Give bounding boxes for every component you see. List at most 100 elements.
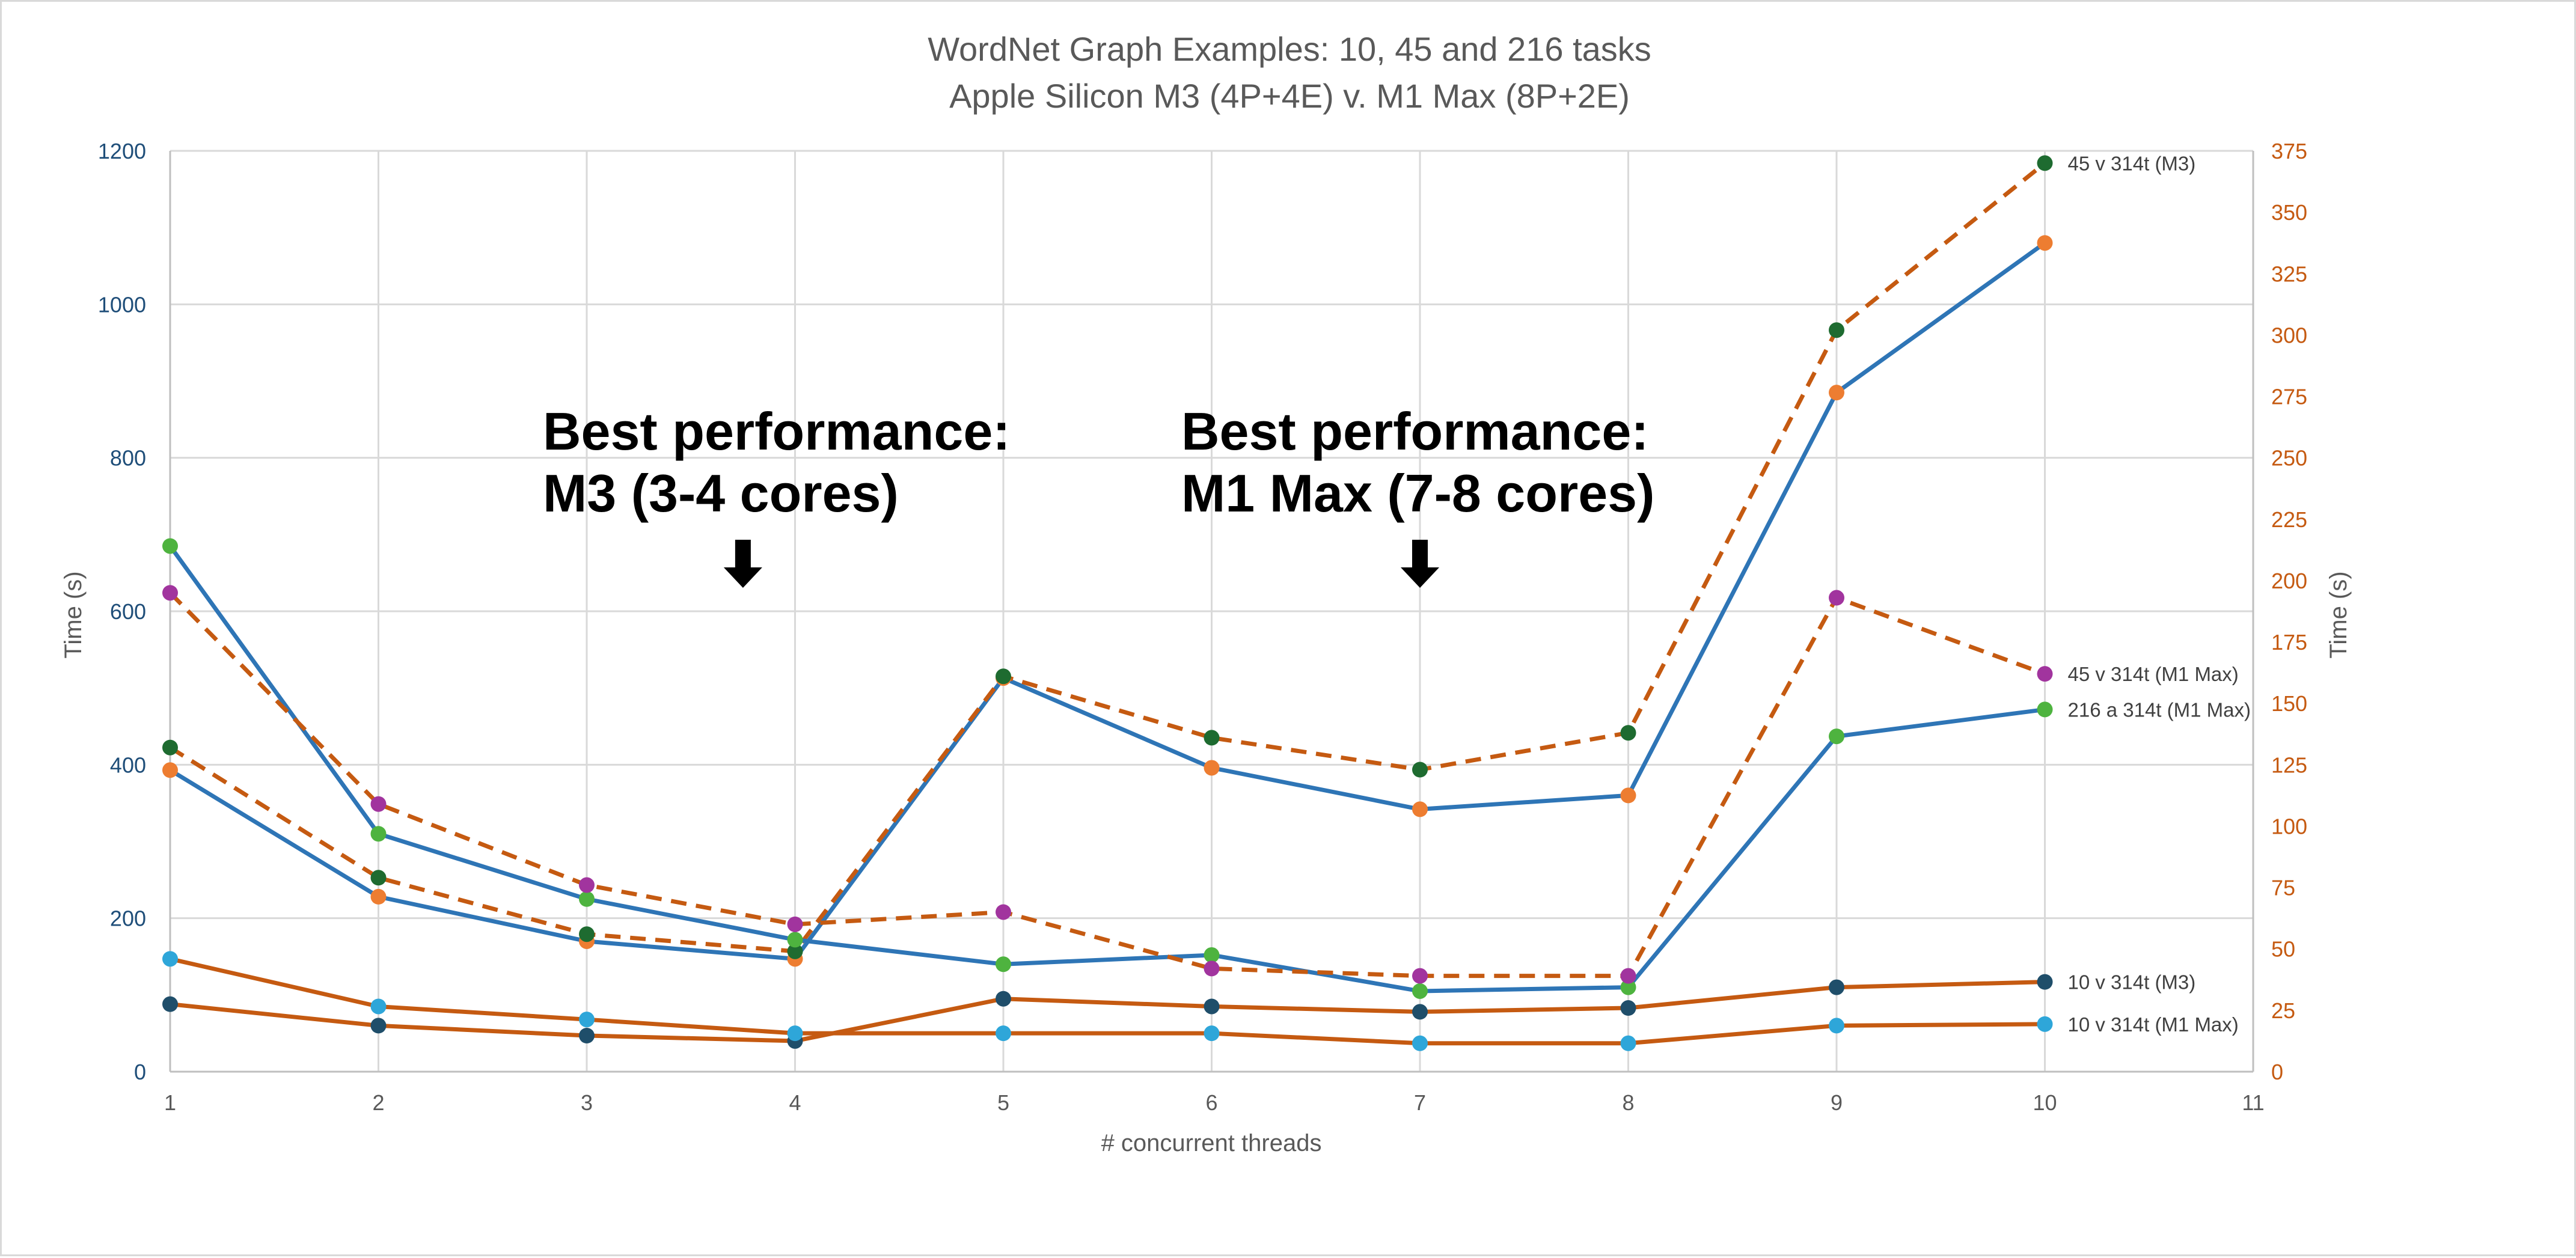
series-line-0	[169, 241, 2046, 961]
tick-labels: 1 2 3 4 5 6 7 8 9 10 11 0 200 400 600 800 1000 1200 0 25 50 7…	[98, 139, 2307, 1115]
x-tick-label: 7	[1414, 1090, 1426, 1115]
x-tick-label: 3	[581, 1090, 593, 1115]
data-point-4	[1829, 979, 1844, 995]
x-tick-label: 1	[164, 1090, 176, 1115]
y-right-tick-label: 50	[2271, 937, 2295, 962]
series-line-3	[168, 591, 2046, 979]
data-point-0	[1204, 760, 1220, 776]
series-label: 216 a 314t (M1 Max)	[2068, 698, 2251, 721]
data-point-2	[1204, 947, 1220, 963]
y-axis-right-title: Time (s)	[2325, 571, 2352, 658]
y-right-tick-label: 300	[2271, 323, 2307, 347]
series-label: 10 v 314t (M1 Max)	[2068, 1013, 2239, 1036]
data-point-0	[1412, 801, 1428, 817]
data-point-4	[1412, 1004, 1428, 1020]
data-point-4	[2037, 974, 2053, 990]
data-point-4	[996, 991, 1011, 1007]
y-right-tick-label: 175	[2271, 630, 2307, 655]
data-point-1	[1204, 730, 1220, 746]
series-line-4	[170, 980, 2045, 1043]
x-tick-label: 5	[997, 1090, 1009, 1115]
y-right-tick-label: 150	[2271, 691, 2307, 716]
data-point-5	[996, 1025, 1011, 1042]
down-arrow-icon	[1401, 540, 1439, 588]
x-tick-label: 4	[789, 1090, 801, 1115]
annotations: Best performance:M3 (3-4 cores)Best perf…	[543, 402, 1654, 588]
data-point-0	[1620, 787, 1636, 804]
y-left-tick-label: 400	[110, 753, 146, 777]
x-tick-label: 9	[1831, 1090, 1843, 1115]
data-point-1	[370, 870, 387, 886]
gridlines	[169, 150, 2254, 1073]
data-point-4	[162, 996, 178, 1012]
data-point-0	[2037, 235, 2053, 251]
data-point-2	[1829, 728, 1844, 745]
data-point-3	[2037, 666, 2053, 682]
data-point-3	[996, 904, 1011, 920]
y-left-tick-label: 1000	[98, 292, 146, 317]
data-point-0	[1829, 385, 1844, 401]
chart-subtitle: Apple Silicon M3 (4P+4E) v. M1 Max (8P+2…	[949, 77, 1630, 115]
y-left-tick-label: 800	[110, 446, 146, 471]
y-left-tick-label: 200	[110, 906, 146, 931]
data-point-3	[370, 796, 387, 812]
x-tick-label: 2	[372, 1090, 384, 1115]
data-point-1	[1620, 725, 1636, 741]
x-tick-label: 8	[1622, 1090, 1634, 1115]
data-point-5	[579, 1012, 595, 1028]
data-point-2	[1620, 979, 1636, 995]
series-layer	[162, 155, 2053, 1051]
data-point-1	[579, 926, 595, 942]
data-point-5	[162, 951, 178, 967]
down-arrow-icon	[723, 540, 762, 588]
data-point-1	[1829, 322, 1844, 338]
data-point-3	[1829, 590, 1844, 606]
y-right-tick-label: 125	[2271, 753, 2307, 777]
series-line-2	[168, 545, 2045, 994]
annotation-title: Best performance:	[543, 402, 1011, 461]
data-point-2	[787, 932, 803, 948]
data-point-4	[579, 1027, 595, 1043]
series-line-1	[169, 161, 2046, 954]
x-axis-title: # concurrent threads	[1101, 1130, 1322, 1156]
annotation-detail: M3 (3-4 cores)	[543, 463, 899, 523]
annotation-detail: M1 Max (7-8 cores)	[1181, 463, 1654, 523]
y-axis-left-title: Time (s)	[60, 571, 87, 658]
series-line-5	[170, 956, 2045, 1046]
y-right-tick-label: 0	[2271, 1060, 2283, 1084]
y-right-tick-label: 325	[2271, 261, 2307, 286]
y-right-tick-label: 375	[2271, 139, 2307, 163]
data-point-2	[1412, 983, 1428, 999]
y-right-tick-label: 225	[2271, 507, 2307, 532]
data-point-4	[370, 1018, 387, 1034]
data-point-2	[162, 538, 178, 554]
data-point-5	[787, 1025, 803, 1042]
data-point-5	[370, 998, 387, 1015]
y-left-tick-label: 1200	[98, 139, 146, 163]
data-point-1	[1412, 762, 1428, 778]
data-point-1	[162, 739, 178, 756]
data-point-3	[579, 877, 595, 893]
series-labels: 45 v 314t (M3) 45 v 314t (M1 Max) 216 a 31…	[2068, 152, 2251, 1035]
data-point-2	[370, 826, 387, 842]
data-point-3	[1204, 960, 1220, 977]
data-point-1	[2037, 155, 2053, 171]
y-right-tick-label: 200	[2271, 569, 2307, 593]
data-point-2	[996, 956, 1011, 973]
data-point-3	[1620, 968, 1636, 984]
data-point-3	[162, 585, 178, 601]
y-right-tick-label: 75	[2271, 876, 2295, 900]
data-point-1	[787, 943, 803, 959]
data-point-0	[370, 888, 387, 905]
x-tick-label: 6	[1205, 1090, 1217, 1115]
y-right-tick-label: 350	[2271, 200, 2307, 225]
y-right-tick-label: 250	[2271, 446, 2307, 471]
data-point-0	[162, 762, 178, 778]
series-label: 45 v 314t (M1 Max)	[2068, 663, 2239, 685]
data-point-3	[787, 916, 803, 932]
data-point-4	[1620, 1000, 1636, 1016]
y-right-tick-label: 275	[2271, 385, 2307, 409]
y-left-tick-label: 0	[134, 1060, 146, 1084]
